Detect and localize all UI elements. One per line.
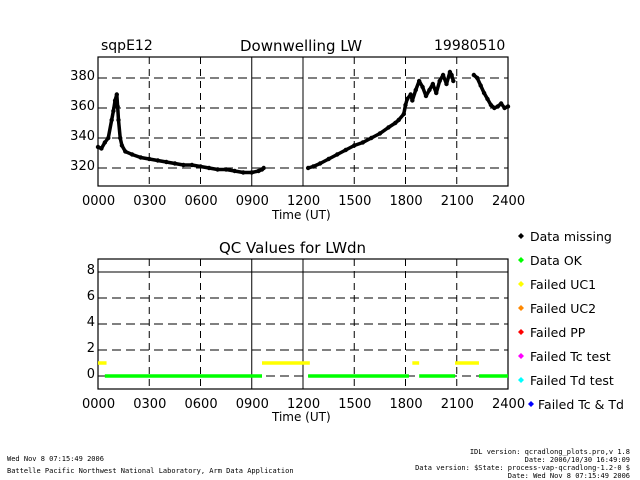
bottom-x-tick-label: 1800 [389,397,423,412]
bottom-y-tick-label: 4 [86,315,95,330]
bottom-y-tick-label: 6 [86,289,95,304]
legend-marker [518,233,524,236]
legend-label: Data missing [530,229,612,244]
footer-idl-version: IDL version: qcradlong_plots.pro,v 1.8 [469,448,630,456]
date-label: 19980510 [434,38,506,54]
bottom-y-tick-label: 2 [86,341,95,356]
legend-marker [518,281,524,284]
lw-data-trace [106,118,114,140]
legend-marker [528,404,534,407]
legend-marker [518,236,524,239]
top-y-tick-label: 380 [70,69,95,84]
legend-label: Failed PP [530,325,586,340]
legend-label: Data OK [530,253,582,268]
bottom-x-tick-label: 0600 [184,397,218,412]
site-label: sqpE12 [101,38,153,54]
footer-timestamp: Wed Nov 8 07:15:49 2006 [7,455,104,463]
lw-data-point [505,104,511,109]
legend-label: Failed UC2 [530,301,597,316]
legend-marker [518,260,524,263]
bottom-y-tick-label: 0 [86,367,95,382]
top-x-tick-label: 1800 [389,194,423,209]
legend-label: Failed Td test [530,373,614,388]
bottom-x-tick-label: 0300 [133,397,167,412]
legend-marker [518,308,524,311]
bottom-x-tick-label: 0000 [82,397,116,412]
legend-label: Failed Tc test [530,349,611,364]
legend-marker [518,284,524,287]
top-y-tick-label: 360 [70,99,95,114]
top-x-axis-label: Time (UT) [272,208,331,222]
bottom-x-tick-label: 2100 [440,397,474,412]
downwelling-lw-panel [95,56,511,187]
legend-marker [518,257,524,260]
top-x-tick-label: 1200 [287,194,321,209]
bottom-x-tick-label: 2400 [492,397,526,412]
top-x-tick-label: 0000 [82,194,116,209]
bottom-x-axis-label: Time (UT) [272,410,331,424]
legend-marker [518,356,524,359]
top-x-tick-label: 2400 [492,194,526,209]
legend-marker [518,332,524,335]
legend-marker [518,377,524,380]
bottom-x-tick-label: 1500 [338,397,372,412]
lw-data-trace [115,104,121,122]
top-y-tick-label: 340 [70,129,95,144]
bottom-x-tick-label: 1200 [287,397,321,412]
bottom-y-tick-label: 8 [86,263,95,278]
legend-label: Failed Tc & Td [538,397,624,412]
footer-date-2: Date: Wed Nov 8 07:15:49 2006 [507,472,630,480]
legend-marker [528,401,534,404]
top-x-tick-label: 0300 [133,194,167,209]
bottom-chart-title: QC Values for LWdn [219,239,367,257]
qc-values-panel [97,258,509,390]
lw-data-trace [116,118,122,140]
top-x-tick-label: 1500 [338,194,372,209]
top-x-tick-label: 2100 [440,194,474,209]
legend-label: Failed UC1 [530,277,597,292]
top-x-tick-label: 0600 [184,194,218,209]
legend-marker [518,353,524,356]
legend-marker [518,305,524,308]
legend-marker [518,380,524,383]
footer-date: Date: 2006/10/30 16:49:09 [524,456,630,464]
top-chart-title: Downwelling LW [240,37,363,55]
top-x-tick-label: 0900 [235,194,269,209]
footer-data-version: Data version: $State: process-vap-qcradl… [415,464,630,472]
lw-data-point [261,165,266,171]
legend-marker [518,329,524,332]
top-y-tick-label: 320 [70,159,95,174]
lw-data-point [451,78,456,84]
bottom-x-tick-label: 0900 [235,397,269,412]
footer-org: Battelle Pacific Northwest National Labo… [7,467,294,475]
